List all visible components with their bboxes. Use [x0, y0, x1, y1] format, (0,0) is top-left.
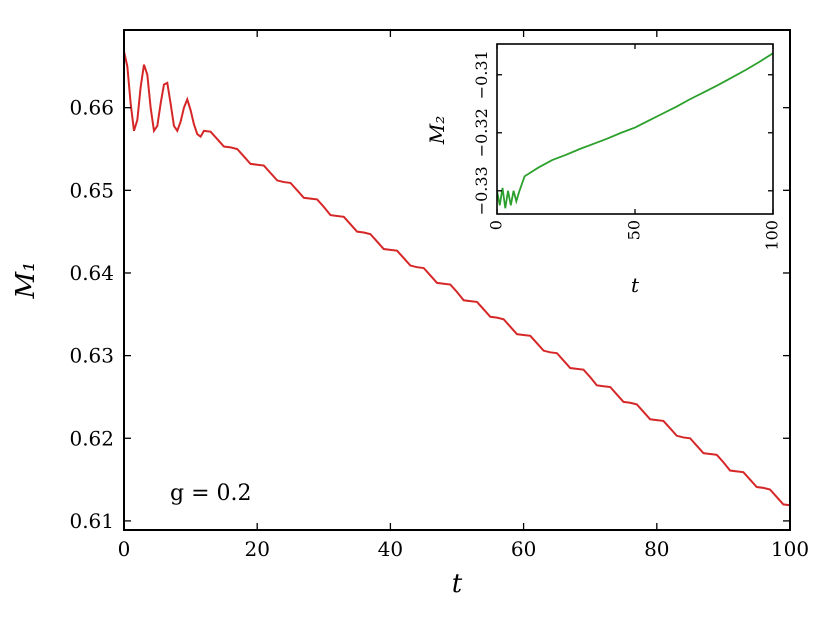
y-tick-label: 0.64 — [69, 261, 114, 285]
y-tick-label: 0.63 — [69, 344, 114, 368]
y-tick-label: 0.61 — [69, 509, 114, 533]
y-tick-label: 0.62 — [69, 426, 114, 450]
y-tick-label: 0.65 — [69, 178, 114, 202]
x-axis-label: t — [452, 569, 463, 599]
x-tick-label: 40 — [378, 537, 403, 561]
y-tick-label: 0.66 — [69, 96, 114, 120]
x-tick-label: 80 — [644, 537, 669, 561]
y-tick-label: −0.32 — [472, 108, 491, 157]
x-tick-label: 100 — [763, 220, 782, 251]
x-tick-label: 60 — [511, 537, 536, 561]
y-tick-label: −0.31 — [472, 50, 491, 99]
x-tick-label: 0 — [487, 220, 506, 230]
inset-background — [497, 44, 773, 214]
data-line — [497, 52, 773, 209]
y-axis-label: M₂ — [425, 116, 449, 146]
x-axis-label: t — [631, 273, 640, 297]
x-tick-label: 0 — [118, 537, 131, 561]
axes-frame — [123, 29, 791, 531]
x-tick-label: 100 — [771, 537, 809, 561]
y-tick-label: −0.33 — [472, 166, 491, 215]
annotation: g = 0.2 — [170, 481, 252, 506]
y-axis-label: M₁ — [11, 261, 41, 299]
data-line — [124, 51, 790, 507]
x-tick-label: 20 — [244, 537, 269, 561]
x-tick-label: 50 — [625, 220, 644, 240]
